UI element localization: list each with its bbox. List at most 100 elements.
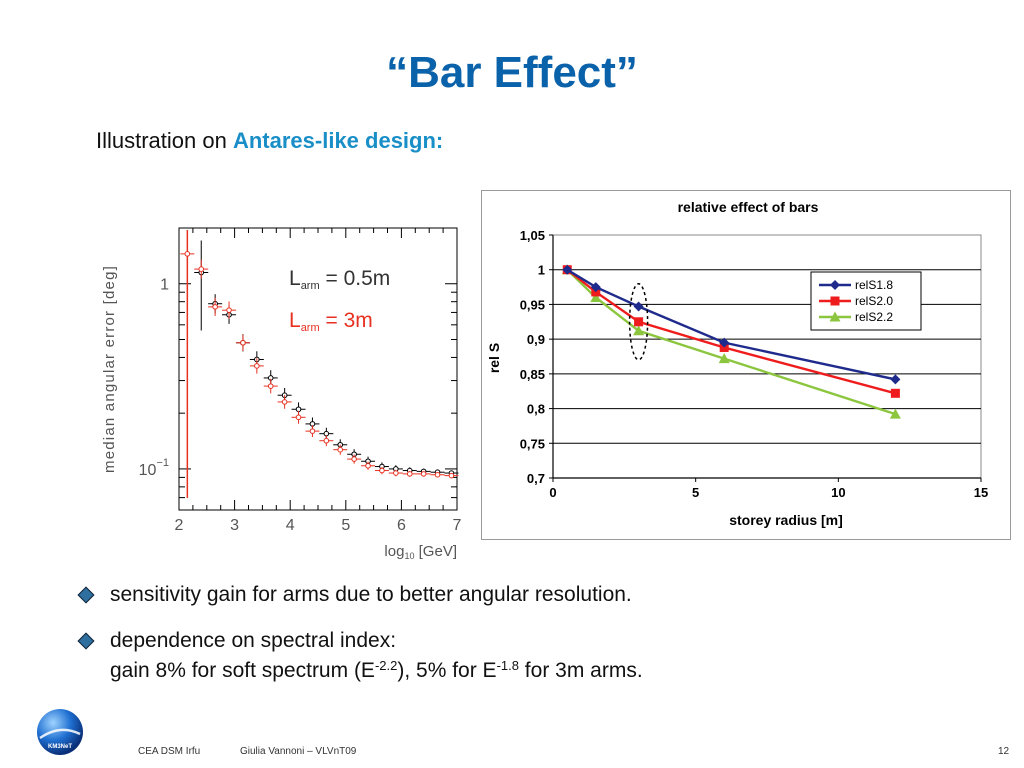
x-tick-label: 4 — [286, 517, 295, 534]
data-point — [184, 251, 191, 257]
x-tick-label: 10 — [831, 485, 845, 500]
data-point — [309, 428, 316, 434]
data-point — [434, 471, 441, 478]
annotation-3m-rest: = 3m — [320, 309, 373, 332]
data-point — [323, 437, 330, 444]
data-point — [295, 414, 302, 421]
data-point — [281, 399, 288, 405]
data-point — [406, 471, 413, 477]
bullet-line2-a: gain 8% for soft spectrum (E — [110, 659, 375, 682]
y-tick-label: 0,7 — [527, 471, 545, 486]
data-point — [267, 383, 274, 389]
bullet-diamond-icon — [77, 632, 95, 650]
angular-plot-ylabel: median angular error [deg] — [101, 265, 118, 473]
x-tick-label: 5 — [692, 485, 699, 500]
data-point-relS2.2 — [633, 325, 645, 336]
annotation-3m-main: L — [289, 309, 301, 332]
data-point-relS1.8 — [719, 337, 730, 348]
data-point-relS2.2 — [718, 353, 730, 364]
footer-author: Giulia Vannoni – VLVnT09 — [240, 746, 357, 757]
plot-area — [552, 234, 982, 479]
footer: CEA DSM Irfu Giulia Vannoni – VLVnT09 12 — [0, 738, 1024, 768]
y-tick-label: 1,05 — [520, 228, 545, 243]
y-tick-label: 0,9 — [527, 332, 545, 347]
legend-label: relS2.2 — [855, 310, 893, 324]
logo-text: KM3NeT — [48, 744, 72, 750]
data-point-relS2.2 — [590, 291, 602, 302]
subtitle-prefix: Illustration on — [96, 128, 233, 153]
annotation-half-m-rest: = 0.5m — [320, 267, 391, 290]
x-tick-label: 2 — [175, 517, 184, 534]
data-point — [240, 339, 246, 346]
legend-marker — [829, 311, 841, 322]
footer-org: CEA DSM Irfu — [138, 746, 201, 757]
annotation-half-m-sub: arm — [301, 280, 320, 292]
data-point — [226, 307, 232, 313]
xlabel-main: log — [384, 543, 404, 560]
bullet-line2-c: for 3m arms. — [518, 659, 643, 682]
data-point — [198, 266, 205, 272]
bullet-line2: gain 8% for soft spectrum (E-2.2), 5% fo… — [110, 656, 643, 686]
annotation-3m: Larm = 3m — [289, 309, 373, 334]
legend-label: relS2.0 — [855, 294, 893, 308]
annotation-half-m: Larm = 0.5m — [289, 267, 390, 292]
y-tick-label: 10−1 — [139, 457, 169, 479]
x-tick-label: 15 — [974, 485, 988, 500]
data-point — [295, 406, 302, 413]
data-point — [420, 471, 427, 477]
chart-title: relative effect of bars — [678, 199, 819, 215]
legend-marker — [830, 296, 840, 306]
km3net-logo: KM3NeT — [37, 709, 83, 755]
y-tick-label: 0,95 — [520, 297, 545, 312]
data-point — [212, 304, 218, 310]
y-tick-exp: −1 — [156, 457, 169, 469]
y-tick-base: 10 — [139, 462, 157, 479]
footer-page: 12 — [998, 746, 1010, 757]
slide-subtitle: Illustration on Antares-like design: — [96, 128, 443, 154]
slide-title: “Bar Effect” — [386, 48, 638, 97]
legend-label: relS1.8 — [855, 278, 893, 292]
bullet-diamond-icon — [77, 586, 95, 604]
bullet-text: dependence on spectral index: — [110, 629, 397, 652]
bullet-text: sensitivity gain for arms due to better … — [110, 583, 632, 606]
bullet-line2-b: ), 5% for E — [397, 659, 497, 682]
data-point — [254, 363, 260, 369]
angular-plot-xlabel: log10 [GeV] — [384, 543, 457, 561]
data-point-relS1.8 — [562, 264, 573, 275]
angular-plot-frame — [178, 227, 458, 511]
x-tick-label: 3 — [230, 517, 239, 534]
data-point — [365, 462, 371, 469]
legend-marker — [830, 280, 840, 290]
y-tick-label: 1 — [160, 277, 169, 294]
data-point-relS1.8 — [633, 301, 644, 312]
data-point — [337, 446, 344, 453]
xlabel-unit: [GeV] — [414, 543, 457, 560]
annotation-3m-sub: arm — [301, 322, 320, 334]
y-tick-label: 0,8 — [527, 402, 545, 417]
y-tick-label: 0,85 — [520, 367, 545, 382]
data-point-relS2.0 — [634, 317, 644, 327]
x-tick-label: 6 — [397, 517, 406, 534]
chart-xlabel: storey radius [m] — [729, 512, 843, 528]
chart-ylabel: rel S — [486, 343, 502, 373]
data-point-relS1.8 — [890, 374, 901, 385]
data-point — [351, 456, 357, 462]
bullet-sup1: -2.2 — [374, 658, 398, 673]
data-point-relS1.8 — [590, 282, 601, 293]
data-point-relS2.0 — [890, 388, 900, 398]
y-tick-label: 1 — [538, 263, 545, 278]
data-point — [393, 470, 399, 476]
annotation-half-m-main: L — [289, 267, 301, 290]
y-tick-label: 0,75 — [520, 436, 545, 451]
bullet-sup2: -1.8 — [496, 658, 519, 673]
x-tick-label: 7 — [453, 517, 462, 534]
relative-effect-chart: relative effect of bars 0,7 0,75 0,8 0,85 0,… — [481, 190, 1011, 540]
subtitle-highlight: Antares-like design: — [232, 128, 444, 153]
data-point — [379, 467, 385, 474]
xlabel-sub: 10 — [404, 551, 414, 561]
chart-legend: relS1.8 relS2.0 relS2.2 — [810, 271, 922, 331]
data-point — [448, 472, 455, 479]
data-point-relS2.2 — [889, 408, 901, 419]
x-tick-label: 5 — [341, 517, 350, 534]
